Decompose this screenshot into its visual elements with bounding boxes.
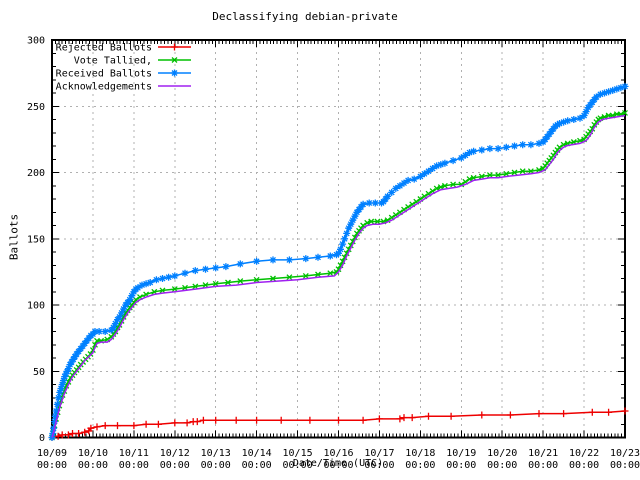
svg-text:10/22: 10/22 [569, 448, 599, 459]
legend-item-received-ballots: Received Ballots [56, 69, 191, 80]
svg-text:00:00: 00:00 [405, 460, 435, 471]
x-axis-label: Date/Time (UTC) [292, 458, 384, 469]
svg-text:10/18: 10/18 [405, 448, 435, 459]
svg-text:00:00: 00:00 [610, 460, 640, 471]
svg-text:10/14: 10/14 [242, 448, 272, 459]
series-line-acknowledgements [51, 114, 626, 438]
svg-text:00:00: 00:00 [37, 460, 67, 471]
legend-label-rejected-ballots: Rejected Ballots [56, 43, 152, 54]
svg-text:10/20: 10/20 [487, 448, 517, 459]
svg-text:00:00: 00:00 [446, 460, 476, 471]
svg-text:100: 100 [27, 301, 45, 312]
legend-sample-marker-rejected-ballots [171, 43, 178, 51]
svg-text:00:00: 00:00 [569, 460, 599, 471]
svg-text:10/16: 10/16 [323, 448, 353, 459]
plot-border [51, 39, 626, 439]
svg-text:150: 150 [27, 234, 45, 245]
svg-text:00:00: 00:00 [323, 460, 353, 471]
svg-text:00:00: 00:00 [528, 460, 558, 471]
chart-title: Declassifying debian-private [212, 10, 398, 23]
legend: Rejected Ballots Vote Tallied, Received Ba… [56, 43, 191, 93]
x-tick-labels: 10/0900:0010/1000:0010/1100:0010/1200:00… [37, 448, 640, 471]
svg-text:00:00: 00:00 [201, 460, 231, 471]
legend-item-vote-tallied: Vote Tallied, [74, 56, 191, 67]
gridlines [52, 40, 625, 438]
svg-text:10/19: 10/19 [446, 448, 476, 459]
svg-text:10/13: 10/13 [201, 448, 231, 459]
series-line-received-ballots [51, 85, 626, 438]
legend-sample-marker-vote-tallied [171, 57, 178, 63]
series-acknowledgements [51, 114, 626, 438]
svg-text:300: 300 [27, 36, 45, 47]
legend-label-vote-tallied: Vote Tallied, [74, 56, 152, 67]
svg-text:00:00: 00:00 [283, 460, 313, 471]
legend-label-received-ballots: Received Ballots [56, 69, 152, 80]
svg-text:0: 0 [39, 433, 45, 444]
svg-text:00:00: 00:00 [160, 460, 190, 471]
svg-text:200: 200 [27, 168, 45, 179]
svg-text:00:00: 00:00 [487, 460, 517, 471]
svg-text:00:00: 00:00 [119, 460, 149, 471]
svg-text:10/23: 10/23 [610, 448, 640, 459]
legend-label-acknowledgements: Acknowledgements [56, 82, 152, 93]
svg-text:10/15: 10/15 [283, 448, 313, 459]
svg-text:10/11: 10/11 [119, 448, 149, 459]
svg-text:10/17: 10/17 [364, 448, 394, 459]
svg-text:00:00: 00:00 [364, 460, 394, 471]
series-vote-tallied [49, 109, 628, 441]
svg-text:10/10: 10/10 [78, 448, 108, 459]
y-tick-labels: 0 50 100 150 200 250 300 [27, 36, 45, 445]
legend-item-rejected-ballots: Rejected Ballots [56, 43, 191, 54]
series-rejected-ballots [48, 407, 629, 441]
svg-text:00:00: 00:00 [78, 460, 108, 471]
svg-text:250: 250 [27, 102, 45, 113]
svg-text:00:00: 00:00 [242, 460, 272, 471]
legend-item-acknowledgements: Acknowledgements [56, 82, 191, 93]
svg-text:10/09: 10/09 [37, 448, 67, 459]
svg-text:50: 50 [33, 367, 45, 378]
legend-sample-marker-received-ballots [171, 69, 178, 77]
svg-text:10/21: 10/21 [528, 448, 558, 459]
svg-text:10/12: 10/12 [160, 448, 190, 459]
